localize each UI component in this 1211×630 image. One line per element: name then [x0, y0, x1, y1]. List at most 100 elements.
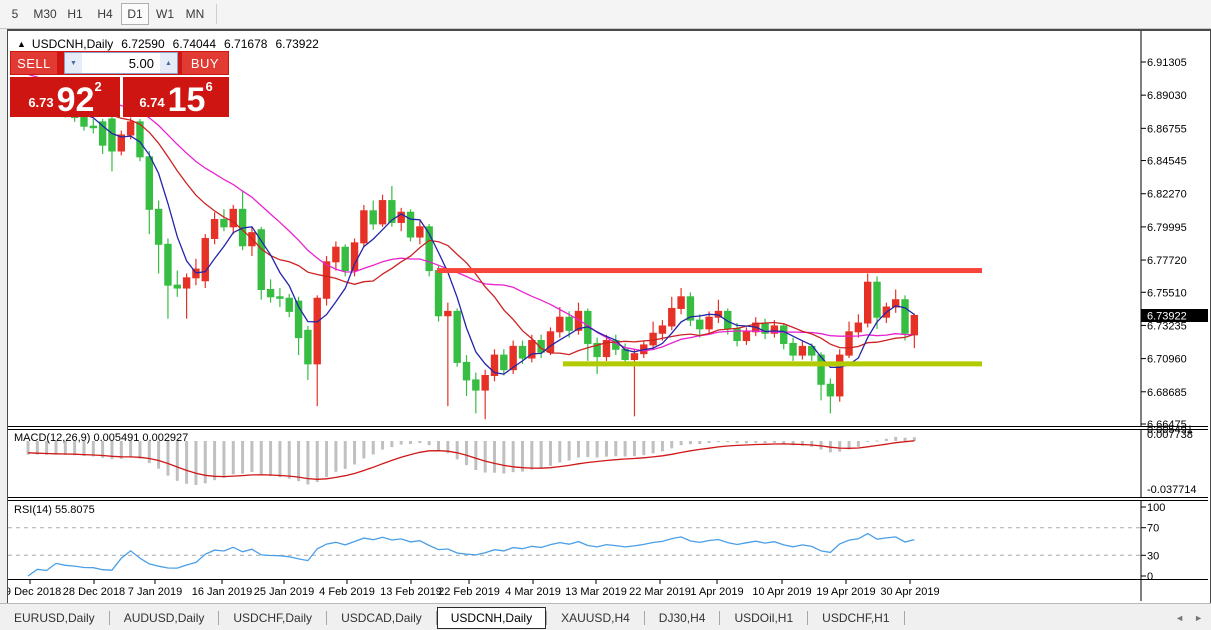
candle	[182, 277, 191, 289]
tab-scroll-arrows: ◄ ►	[1175, 613, 1203, 623]
candle	[481, 375, 489, 391]
macd-histogram-bar	[810, 441, 814, 447]
tab-separator	[546, 610, 548, 625]
pane-splitter[interactable]	[8, 426, 1208, 430]
candle	[173, 284, 181, 289]
macd-histogram-bar	[399, 441, 403, 445]
candle	[266, 289, 275, 298]
chart-tab-usdcnh-daily[interactable]: USDCNH,Daily	[436, 606, 547, 629]
macd-histogram-bar	[791, 441, 795, 446]
macd-histogram-bar	[54, 441, 58, 455]
date-axis-label: 22 Feb 2019	[438, 586, 500, 598]
sell-price-button[interactable]: 6.73 92 2	[10, 77, 120, 117]
volume-increase-button[interactable]: ▲	[160, 53, 177, 73]
chart-tab-usdchf-h1[interactable]: USDCHF,H1	[822, 610, 890, 625]
macd-histogram-bar	[73, 441, 77, 456]
sell-price-sup: 2	[94, 79, 102, 94]
tab-scroll-left-icon[interactable]: ◄	[1175, 612, 1185, 623]
tab-scroll-right-icon[interactable]: ►	[1194, 612, 1203, 623]
macd-histogram-bar	[455, 441, 459, 460]
resistance-line[interactable]	[437, 268, 982, 274]
macd-histogram-bar	[35, 441, 39, 455]
ohlc-close: 6.73922	[275, 37, 319, 51]
macd-histogram-bar	[651, 441, 655, 454]
tab-separator	[435, 610, 437, 625]
macd-histogram-bar	[194, 441, 198, 486]
buy-price-big: 15	[167, 81, 206, 119]
candle	[845, 331, 853, 356]
candle	[416, 226, 424, 238]
candle	[434, 270, 443, 317]
macd-histogram-bar	[483, 441, 487, 473]
chart-canvas[interactable]: 6.91305 6.89030 6.86755 6.84545 6.82270 6.799…	[8, 31, 1208, 601]
chart-tab-usdchf-daily[interactable]: USDCHF,Daily	[233, 610, 313, 625]
sell-button[interactable]: SELL	[11, 52, 57, 74]
rsi-axis-label: 100	[1147, 502, 1165, 514]
pane-splitter[interactable]	[8, 497, 1208, 501]
one-click-trade-panel: SELL ▼ 5.00 ▲ BUY 6.73 92 2 6.74 15 6	[10, 51, 229, 117]
macd-histogram-bar	[91, 441, 95, 457]
macd-histogram-bar	[278, 441, 282, 478]
candle	[80, 116, 88, 127]
chart-tab-eurusd-daily[interactable]: EURUSD,Daily	[14, 610, 95, 625]
macd-histogram-bar	[418, 441, 422, 443]
volume-input[interactable]: 5.00	[82, 53, 160, 73]
tab-separator	[108, 610, 110, 625]
candle	[425, 226, 433, 272]
candle	[453, 310, 461, 363]
price-axis-label: 6.68685	[1147, 387, 1187, 399]
buy-button[interactable]: BUY	[182, 52, 228, 74]
macd-histogram-bar	[474, 441, 478, 471]
candle	[322, 261, 331, 299]
macd-histogram-bar	[520, 441, 524, 472]
macd-histogram-bar	[110, 441, 114, 460]
macd-histogram-bar	[343, 441, 347, 469]
price-axis-label: 6.77720	[1147, 255, 1187, 267]
timeframe-button-h4[interactable]: H4	[97, 7, 113, 21]
candle	[668, 307, 676, 327]
volume-decrease-button[interactable]: ▼	[65, 53, 82, 73]
support-line[interactable]	[563, 361, 982, 367]
macd-histogram-bar	[166, 441, 170, 476]
candle	[593, 342, 601, 358]
chart-tab-bar: EURUSD,Daily AUDUSD,Daily USDCHF,Daily USDC…	[0, 603, 1211, 630]
candle	[705, 316, 713, 330]
price-axis-label: 6.66475	[1147, 419, 1187, 431]
date-axis-label: 13 Mar 2019	[565, 586, 627, 598]
macd-histogram-bar	[315, 441, 319, 483]
macd-histogram-bar	[688, 441, 692, 445]
chart-tab-usdoil-h1[interactable]: USDOil,H1	[734, 610, 794, 625]
candle	[285, 297, 293, 312]
timeframe-button-h1[interactable]: H1	[67, 7, 83, 21]
timeframe-button-d1[interactable]: D1	[121, 3, 149, 25]
buy-price-button[interactable]: 6.74 15 6	[123, 77, 229, 117]
current-price-badge: 6.73922	[1147, 311, 1187, 323]
collapse-arrow-icon[interactable]: ▲	[17, 39, 26, 49]
chart-tab-dj30-h4[interactable]: DJ30,H4	[658, 610, 706, 625]
candle	[117, 134, 125, 152]
chevron-down-icon: ▼	[70, 59, 77, 67]
macd-histogram-bar	[138, 441, 142, 459]
macd-axis-max: 0.007738	[1147, 429, 1193, 441]
tab-separator	[719, 610, 721, 625]
ma-fast-line	[27, 98, 915, 375]
macd-histogram-bar	[595, 441, 599, 458]
candle	[388, 200, 396, 223]
timeframe-button-w1[interactable]: W1	[156, 7, 174, 21]
date-axis-label: 7 Jan 2019	[128, 586, 182, 598]
macd-histogram-bar	[157, 441, 161, 469]
macd-histogram-bar	[632, 441, 636, 457]
macd-histogram-bar	[604, 441, 608, 457]
timeframe-button-m30[interactable]: M30	[33, 7, 57, 21]
macd-histogram-bar	[259, 441, 263, 475]
price-axis-label: 6.75510	[1147, 287, 1187, 299]
candle	[509, 345, 517, 371]
timeframe-button-mn[interactable]: MN	[185, 7, 205, 21]
macd-histogram-bar	[800, 441, 804, 446]
macd-histogram-bar	[894, 436, 898, 441]
chart-tab-xauusd-h4[interactable]: XAUUSD,H4	[561, 610, 630, 625]
chart-tab-usdcad-daily[interactable]: USDCAD,Daily	[341, 610, 422, 625]
chart-tab-audusd-daily[interactable]: AUDUSD,Daily	[123, 610, 205, 625]
timeframe-button-5[interactable]: 5	[11, 7, 19, 21]
candle	[901, 299, 909, 334]
